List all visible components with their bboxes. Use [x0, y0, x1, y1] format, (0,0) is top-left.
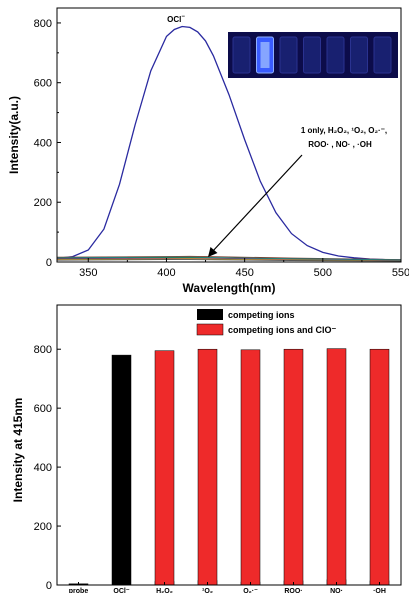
y-tick-label: 400 [34, 137, 52, 149]
bar-category-labels: probe OCl⁻ H₂O₂ ¹O₂ O₂·⁻ ROO· NO· ·OH [69, 582, 386, 593]
vial [326, 36, 345, 74]
bar-category-label: H₂O₂ [156, 588, 173, 593]
bar-category-label: ROO· [284, 588, 302, 593]
annotation-arrowhead [208, 247, 218, 257]
bar-1-3 [197, 348, 218, 586]
x-axis-title: Wavelength(nm) [183, 281, 276, 295]
annotation-arrow [211, 154, 303, 253]
vial [373, 36, 392, 74]
bar-y-tick-label: 800 [34, 344, 52, 356]
x-tick-label: 500 [314, 267, 332, 279]
spectra-curves [56, 25, 402, 262]
bar-1-7 [369, 348, 390, 586]
bar-category-label: ·OH [373, 588, 386, 593]
bar-category-label: ¹O₂ [202, 588, 213, 593]
bar-1-2 [154, 350, 175, 586]
emission-spectra-chart: 350 400 450 500 550 0 200 400 600 800 Wavelength… [7, 7, 409, 295]
x-tick-label: 350 [79, 267, 97, 279]
legend: competing ions competing ions and ClO⁻ [196, 309, 337, 336]
legend-label-competing-ions: competing ions [228, 310, 295, 320]
bar-1-5 [283, 348, 304, 586]
bar-y-tick-label: 400 [34, 462, 52, 474]
legend-label-competing-ions-and-clo: competing ions and ClO⁻ [228, 325, 337, 335]
y-tick-label: 0 [46, 257, 52, 269]
bar-category-label: NO· [330, 588, 343, 593]
vial [279, 36, 298, 74]
y-tick-label: 600 [34, 78, 52, 90]
y-axis-title: Intensity(a.u.) [7, 96, 21, 174]
bar-y-axis-ticks: 0 200 400 600 800 [34, 344, 61, 592]
others-label-line2: ROO· , NO· , ·OH [308, 140, 372, 149]
legend-swatch-competing-ions [197, 309, 223, 320]
peak-label: OCl− [167, 14, 185, 24]
bar-y-tick-label: 600 [34, 403, 52, 415]
spectrum-line-5 [56, 256, 402, 261]
others-label-line1: 1 only, H₂O₂, ¹O₂, O₂·⁻, [301, 126, 387, 135]
x-axis-ticks: 350 400 450 500 550 [79, 258, 409, 279]
bar-category-label: OCl⁻ [113, 588, 129, 593]
bar-plot-frame [56, 304, 402, 586]
vial [350, 36, 368, 74]
spectrum-line-0 [56, 25, 402, 261]
bar-category-label: O₂·⁻ [243, 588, 258, 593]
vial [232, 36, 251, 74]
bars [68, 348, 390, 586]
bar-y-axis-title: Intensity at 415nm [11, 398, 25, 503]
vial-glow [260, 42, 270, 68]
spectrum-line-6 [56, 259, 402, 262]
y-tick-label: 200 [34, 197, 52, 209]
bar-1-6 [326, 348, 347, 586]
bar-category-label: probe [69, 588, 89, 593]
bar-chart: 0 200 400 600 800 probe OCl⁻ H₂O₂ ¹O₂ O₂·⁻ ROO· NO… [11, 304, 402, 593]
inset-photo [228, 32, 398, 78]
vial [303, 36, 321, 74]
x-tick-label: 400 [157, 267, 175, 279]
x-tick-label: 450 [235, 267, 253, 279]
bar-1-4 [240, 349, 261, 586]
x-tick-label: 550 [392, 267, 409, 279]
y-tick-label: 800 [34, 18, 52, 30]
bar-y-tick-label: 200 [34, 521, 52, 533]
bar-0-1 [111, 354, 132, 586]
y-axis-ticks: 0 200 400 600 800 [34, 18, 61, 269]
plot-frame [56, 7, 402, 263]
bar-y-tick-label: 0 [46, 580, 52, 592]
legend-swatch-competing-ions-and-clo [196, 323, 224, 336]
